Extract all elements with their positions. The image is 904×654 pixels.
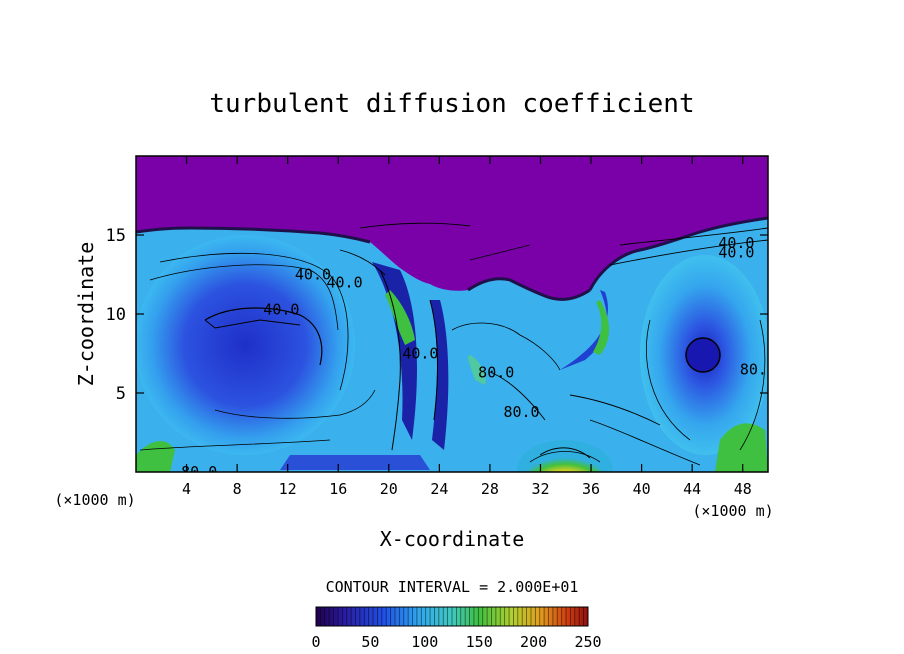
x-tick-label: 24 <box>430 480 448 498</box>
colorbar-tick-label: 50 <box>361 633 379 651</box>
chart-title: turbulent diffusion coefficient <box>209 89 694 119</box>
x-tick-label: 48 <box>734 480 752 498</box>
x-tick-label: 16 <box>329 480 347 498</box>
x-tick-label: 32 <box>531 480 549 498</box>
colorbar: 0 50 100 150 200 250 <box>311 606 602 651</box>
x-tick-label: 8 <box>233 480 242 498</box>
contour-label: 40.0 <box>718 234 754 252</box>
contour-label: 40.0 <box>263 300 299 318</box>
x-unit-left: (×1000 m) <box>54 491 135 509</box>
colorbar-tick-label: 100 <box>411 633 438 651</box>
contour-label: 40.0 <box>326 273 362 291</box>
x-tick-label: 4 <box>182 480 191 498</box>
x-tick-label: 28 <box>481 480 499 498</box>
y-axis: 5 10 15 <box>106 226 768 404</box>
x-unit-right: (×1000 m) <box>692 502 773 520</box>
contour-label: 40.0 <box>718 243 754 261</box>
colorbar-labels: 0 50 100 150 200 250 <box>311 633 601 651</box>
y-tick-label: 5 <box>116 384 126 404</box>
left-vortex <box>136 235 355 455</box>
colorbar-stripes <box>319 607 585 626</box>
contour-label: 80.0 <box>503 403 539 421</box>
x-tick-label: 40 <box>633 480 651 498</box>
contour-labels: 40.040.040.040.080.080.080.040.040.080.0 <box>181 234 776 481</box>
contour-field <box>136 156 768 472</box>
colorbar-tick-label: 250 <box>574 633 601 651</box>
contour-interval: CONTOUR INTERVAL = 2.000E+01 <box>326 578 579 596</box>
x-tick-label: 36 <box>582 480 600 498</box>
x-axis-label: X-coordinate <box>380 527 525 551</box>
colorbar-frame <box>315 606 589 627</box>
contour-label: 80.0 <box>740 360 776 378</box>
colorbar-tick-label: 200 <box>520 633 547 651</box>
x-tick-label: 20 <box>380 480 398 498</box>
contour-label: 40.0 <box>402 345 438 363</box>
colorbar-tick-label: 150 <box>466 633 493 651</box>
contour-label: 40.0 <box>295 266 331 284</box>
y-axis-label: Z-coordinate <box>74 242 98 387</box>
x-axis: 4 8 12 16 20 24 28 32 36 40 44 48 <box>182 156 752 498</box>
contour-label: 80.0 <box>478 363 514 381</box>
colorbar-tick-label: 0 <box>311 633 320 651</box>
x-tick-label: 12 <box>279 480 297 498</box>
x-tick-label: 44 <box>683 480 701 498</box>
y-tick-label: 10 <box>106 305 126 325</box>
y-tick-label: 15 <box>106 226 126 246</box>
contour-label: 80.0 <box>181 463 217 481</box>
